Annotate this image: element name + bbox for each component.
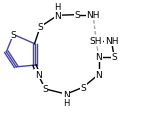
Text: H: H: [55, 3, 61, 12]
Text: N: N: [95, 53, 102, 62]
Text: SH: SH: [90, 37, 102, 46]
Text: S: S: [74, 11, 80, 20]
Text: H: H: [63, 98, 70, 107]
Text: S: S: [42, 85, 48, 94]
Text: S: S: [11, 31, 16, 40]
Text: H: H: [63, 98, 70, 107]
Text: N: N: [54, 12, 61, 21]
Text: N: N: [63, 90, 70, 99]
Text: NH: NH: [105, 37, 118, 46]
Text: N: N: [95, 70, 102, 79]
Text: S: S: [80, 83, 86, 92]
Text: S: S: [37, 23, 43, 32]
Text: N: N: [35, 70, 41, 79]
Text: S: S: [111, 53, 117, 62]
Text: H: H: [55, 3, 61, 12]
Text: NH: NH: [86, 11, 100, 20]
